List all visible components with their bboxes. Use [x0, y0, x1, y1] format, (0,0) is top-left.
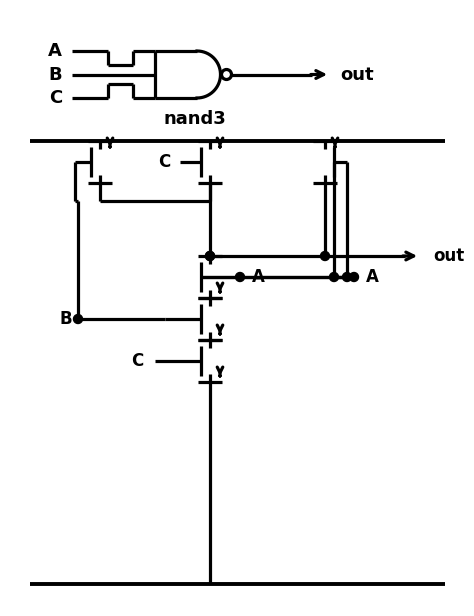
Circle shape: [329, 272, 338, 282]
Text: B: B: [48, 65, 62, 84]
Circle shape: [236, 272, 245, 282]
Text: B: B: [59, 310, 72, 328]
Text: nand3: nand3: [164, 110, 227, 128]
Text: out: out: [433, 247, 464, 265]
Circle shape: [206, 251, 215, 261]
Text: C: C: [131, 352, 143, 370]
Circle shape: [349, 272, 358, 282]
Text: A: A: [252, 268, 265, 286]
Circle shape: [206, 251, 215, 261]
Text: C: C: [49, 89, 62, 107]
Circle shape: [73, 315, 82, 323]
Text: A: A: [366, 268, 379, 286]
Text: C: C: [158, 153, 170, 171]
Circle shape: [343, 272, 352, 282]
Text: out: out: [340, 65, 374, 84]
Circle shape: [320, 251, 329, 261]
Circle shape: [221, 70, 231, 79]
Text: A: A: [48, 42, 62, 60]
